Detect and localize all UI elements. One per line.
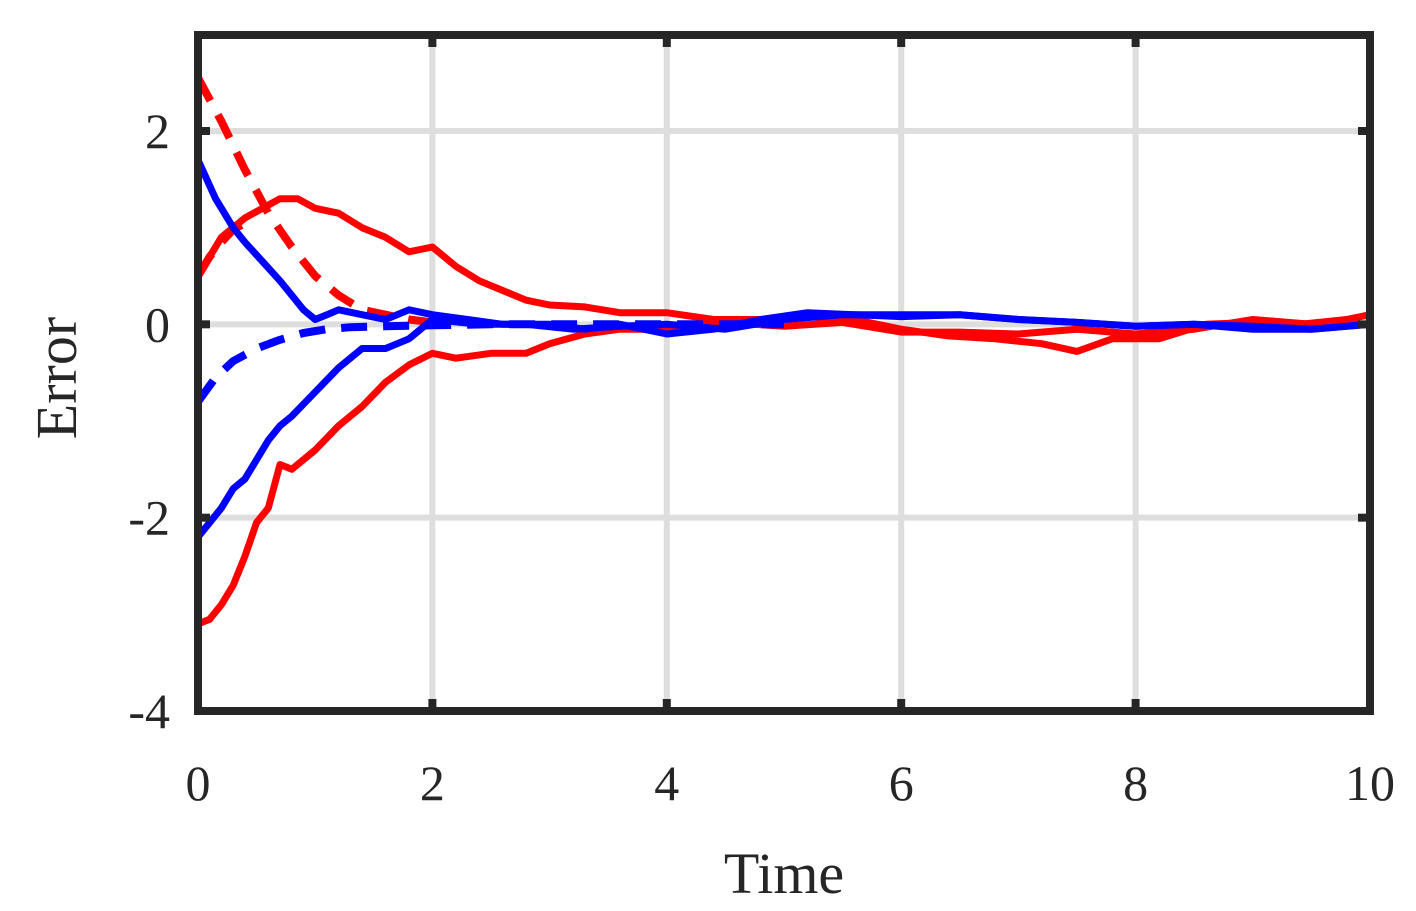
series-red-solid-lower <box>196 316 1370 628</box>
x-tick-label: 4 <box>654 755 679 811</box>
x-tick-label: 10 <box>1345 755 1395 811</box>
y-axis-title: Error <box>24 317 89 439</box>
x-tick-label: 0 <box>186 755 211 811</box>
series-red-dashed <box>194 75 433 327</box>
axes-frame <box>194 31 1374 715</box>
series-red-solid-upper <box>195 195 1371 355</box>
x-tick-label: 2 <box>420 755 445 811</box>
x-axis-title: Time <box>724 841 844 906</box>
axes-box <box>194 31 1374 715</box>
series-blue-dashed <box>194 320 784 405</box>
y-tick-label: -4 <box>128 683 170 739</box>
y-tick-label: 2 <box>145 103 170 159</box>
x-tick-labels: 0 2 4 6 8 10 <box>186 755 1396 811</box>
x-tick-label: 6 <box>889 755 914 811</box>
x-tick-label: 8 <box>1123 755 1148 811</box>
series-blue-solid-lower <box>195 311 1371 540</box>
plot-area <box>194 75 1371 628</box>
y-tick-label: -2 <box>128 490 170 546</box>
y-tick-labels: -4 -2 0 2 <box>128 103 170 739</box>
y-tick-label: 0 <box>145 296 170 352</box>
series-red-dashed-lower-start <box>194 216 253 279</box>
